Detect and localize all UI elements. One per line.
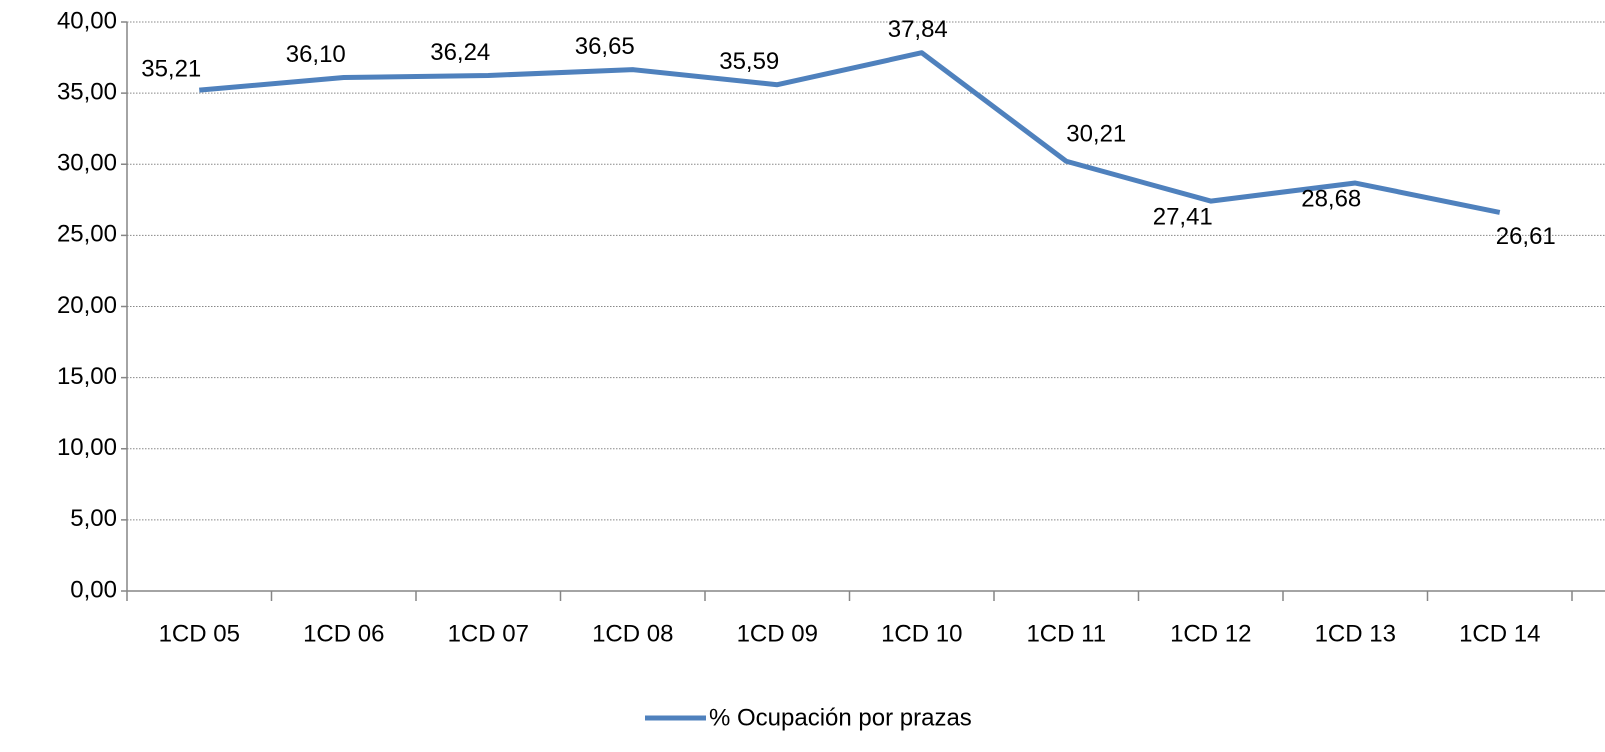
x-tick-label: 1CD 14	[1459, 620, 1540, 647]
x-tick-label: 1CD 11	[1026, 620, 1106, 647]
legend-label: % Ocupación por prazas	[709, 704, 972, 731]
x-tick-label: 1CD 10	[881, 620, 962, 647]
y-tick-label: 10,00	[57, 434, 117, 461]
data-label: 36,24	[430, 39, 490, 66]
x-tick-label: 1CD 13	[1315, 620, 1396, 647]
x-tick-label: 1CD 06	[303, 620, 384, 647]
y-tick-label: 5,00	[70, 505, 117, 532]
data-label: 36,10	[286, 41, 346, 68]
y-tick-label: 35,00	[57, 78, 117, 105]
y-tick-label: 20,00	[57, 292, 117, 319]
y-tick-label: 30,00	[57, 150, 117, 177]
y-tick-label: 25,00	[57, 221, 117, 248]
x-tick-label: 1CD 05	[159, 620, 240, 647]
data-label: 35,59	[719, 48, 779, 75]
y-tick-label: 15,00	[57, 363, 117, 390]
data-label: 30,21	[1066, 121, 1126, 148]
data-label: 27,41	[1153, 203, 1213, 230]
x-tick-label: 1CD 07	[448, 620, 529, 647]
data-label: 26,61	[1496, 223, 1556, 250]
data-label: 36,65	[575, 33, 635, 60]
data-label: 37,84	[888, 16, 948, 43]
x-tick-label: 1CD 12	[1170, 620, 1251, 647]
y-tick-label: 0,00	[70, 576, 117, 603]
x-tick-label: 1CD 08	[592, 620, 673, 647]
series-line	[199, 50, 1501, 215]
data-label: 35,21	[141, 55, 201, 82]
y-tick-label: 40,00	[57, 7, 117, 34]
x-tick-label: 1CD 09	[737, 620, 818, 647]
data-label: 28,68	[1301, 185, 1361, 212]
